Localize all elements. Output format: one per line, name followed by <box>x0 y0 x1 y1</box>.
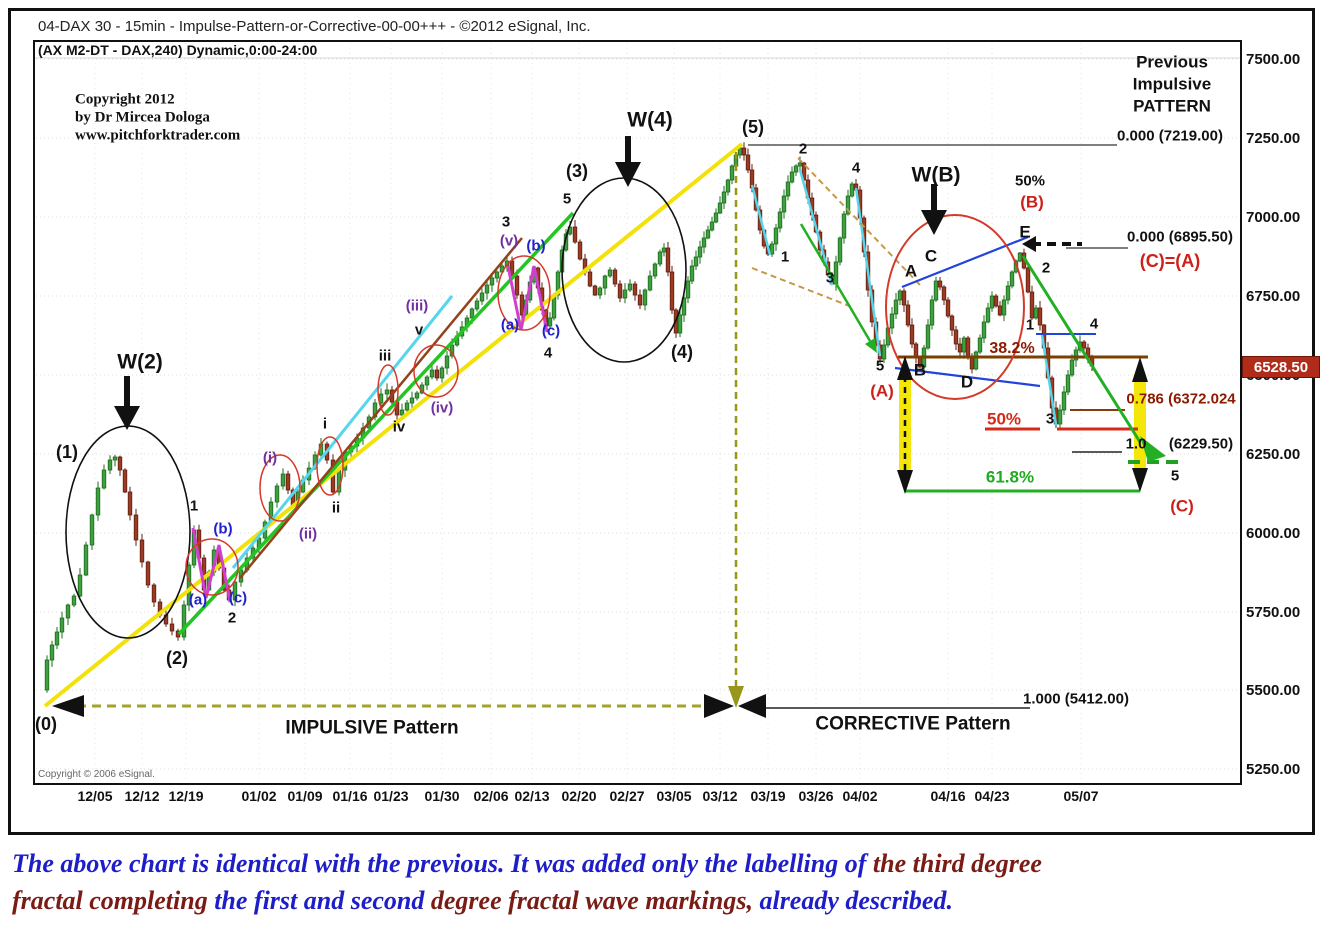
measure-bar-right <box>1134 374 1146 474</box>
measure-left-top-arrow <box>897 356 913 380</box>
caption-segment: the third degree <box>872 849 1042 878</box>
green-arrow-1-line <box>799 223 872 342</box>
ellipse-i <box>259 454 301 522</box>
w2-arrowhead <box>114 406 140 430</box>
magenta-zigzag-wave2 <box>191 527 232 603</box>
ellipse-i-ii <box>316 436 344 496</box>
ellipse-iv <box>413 344 459 398</box>
ellipse-w2 <box>65 425 191 639</box>
w4-arrowhead <box>615 162 641 187</box>
green-arrowhead-2 <box>1140 436 1166 462</box>
measure-left-bottom-arrow <box>897 470 913 494</box>
chart-symbol-header: (AX M2-DT - DAX,240) Dynamic,0:00-24:00 <box>38 42 318 58</box>
measure-right-top-arrow <box>1132 357 1148 382</box>
ellipse-v-abc <box>497 255 551 331</box>
pair-triangle-right <box>704 694 734 718</box>
pair-triangle-left <box>738 694 766 718</box>
dashed-tan-2 <box>751 267 853 308</box>
left-arrowhead-at-0 <box>52 695 84 717</box>
green-arrow-2-line <box>1021 255 1142 443</box>
dashed-arrowhead-E <box>1022 236 1036 252</box>
trendline-yellow-main <box>43 142 744 708</box>
caption-segment: already described. <box>752 886 953 915</box>
last-price-value: 6528.50 <box>1253 358 1309 376</box>
ellipse-wb <box>885 214 1025 400</box>
caption-line-1: The above chart is identical with the pr… <box>12 845 1320 882</box>
trendline-cyan <box>231 295 454 569</box>
caption-segment: degree fractal wave markings, <box>430 886 753 915</box>
caption-segment: The above chart is identical with the pr… <box>12 849 873 878</box>
ellipse-abc-wave2 <box>185 538 239 596</box>
measure-bars <box>899 372 1146 476</box>
green-arrowhead-1 <box>865 338 877 353</box>
measure-right-bottom-arrow <box>1132 468 1148 492</box>
caption-line-2: fractal completing the first and second … <box>12 882 1320 919</box>
cyan-seg-4 <box>1040 334 1058 426</box>
trendline-green-main <box>177 211 575 636</box>
window-title: 04-DAX 30 - 15min - Impulse-Pattern-or-C… <box>38 18 591 35</box>
cyan-seg-3 <box>854 187 882 357</box>
gridlines <box>36 43 1239 780</box>
overlay-shapes <box>52 162 1166 718</box>
caption-segment: the first and second <box>214 886 431 915</box>
cyan-seg-1 <box>750 184 772 256</box>
overlay-lines <box>35 57 1240 709</box>
triangle-upper-blue <box>901 235 1029 289</box>
last-price-box: 6528.50 <box>1242 356 1320 378</box>
olive-arrowhead <box>728 686 744 708</box>
magenta-zigzag-wave4 <box>506 265 549 333</box>
triangle-lower-blue <box>894 366 1041 388</box>
caption: The above chart is identical with the pr… <box>12 845 1320 919</box>
caption-segment: fractal completing <box>12 886 215 915</box>
ellipse-iii <box>377 364 399 416</box>
wb-arrowhead <box>921 210 947 235</box>
